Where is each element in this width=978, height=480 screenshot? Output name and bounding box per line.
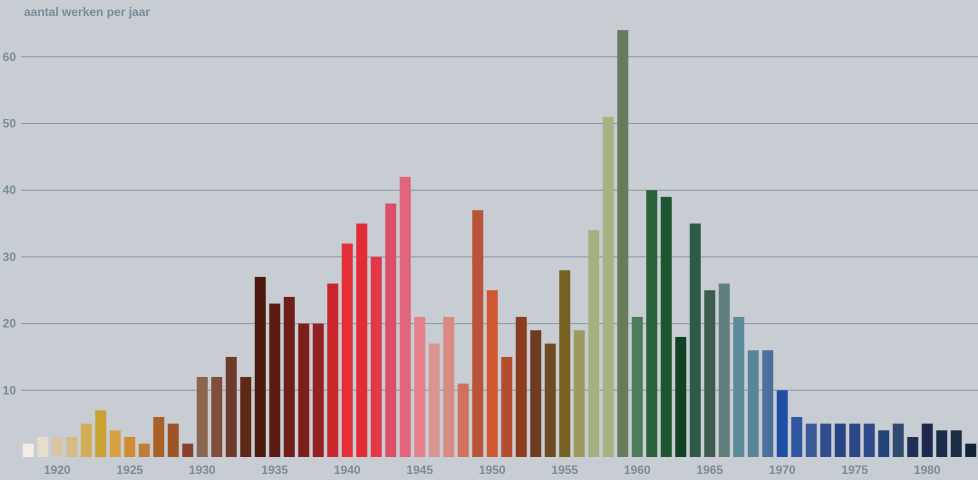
x-tick-label: 1940	[334, 463, 361, 477]
bar-1955	[559, 270, 571, 457]
x-tick-label: 1930	[189, 463, 216, 477]
x-tick-label: 1960	[624, 463, 651, 477]
x-tick-label: 1955	[551, 463, 578, 477]
bar-1939	[327, 283, 339, 457]
bars	[22, 30, 977, 458]
x-tick-label: 1925	[116, 463, 143, 477]
bar-1974	[834, 423, 846, 457]
bar-1949	[472, 210, 484, 457]
bar-1925	[124, 436, 136, 457]
bar-1937	[298, 323, 310, 457]
bar-1956	[573, 330, 585, 457]
bar-1965	[704, 290, 716, 457]
bar-1970	[776, 390, 788, 457]
bar-1933	[240, 376, 252, 457]
bar-1931	[211, 376, 223, 457]
bar-1934	[254, 276, 266, 457]
bar-1967	[733, 316, 745, 457]
y-tick-label: 30	[3, 250, 17, 264]
bar-1945	[414, 316, 426, 457]
bar-1928	[167, 423, 179, 457]
x-tick-label: 1935	[261, 463, 288, 477]
y-axis-ticks: 10 20 30 40 50 60	[3, 50, 17, 397]
bar-1959	[617, 30, 629, 458]
x-tick-label: 1950	[479, 463, 506, 477]
bar-1923	[95, 410, 107, 457]
bar-1952	[515, 316, 527, 457]
bar-1930	[196, 376, 208, 457]
x-tick-label: 1970	[769, 463, 796, 477]
x-tick-label: 1920	[44, 463, 71, 477]
bar-1963	[675, 336, 687, 457]
bar-1919	[37, 436, 49, 457]
y-tick-label: 50	[3, 117, 17, 131]
bar-1973	[820, 423, 832, 457]
bar-1968	[747, 350, 759, 457]
bar-1924	[109, 430, 121, 457]
bar-1936	[283, 296, 295, 457]
x-axis-ticks: 1920 1925 1930 1935 1940 1945 1950 1955 1960 1965…	[44, 463, 941, 477]
bar-1979	[907, 436, 919, 457]
bar-1921	[66, 436, 78, 457]
bar-1938	[312, 323, 324, 457]
bar-1946	[428, 343, 440, 457]
bar-1948	[457, 383, 469, 457]
y-tick-label: 60	[3, 50, 17, 64]
bar-1932	[225, 356, 237, 457]
y-tick-label: 10	[3, 383, 17, 397]
x-tick-label: 1965	[696, 463, 723, 477]
bar-1983	[965, 443, 977, 457]
bar-1969	[762, 350, 774, 457]
bar-1943	[385, 203, 397, 457]
bar-1971	[791, 416, 803, 457]
bar-1978	[892, 423, 904, 457]
bar-1944	[399, 176, 411, 458]
x-tick-label: 1980	[914, 463, 941, 477]
bar-1972	[805, 423, 817, 457]
bar-1961	[646, 190, 658, 457]
y-tick-label: 40	[3, 183, 17, 197]
bar-1918	[22, 443, 34, 457]
bar-1950	[486, 290, 498, 457]
bar-1926	[138, 443, 150, 457]
bar-1976	[863, 423, 875, 457]
bar-1962	[660, 196, 672, 457]
bar-1940	[341, 243, 353, 457]
x-tick-label: 1975	[841, 463, 868, 477]
x-tick-label: 1945	[406, 463, 433, 477]
bar-1941	[356, 223, 368, 457]
bar-1922	[80, 423, 92, 457]
y-tick-label: 20	[3, 317, 17, 331]
bar-1953	[530, 330, 542, 457]
bar-1964	[689, 223, 701, 457]
bar-1954	[544, 343, 556, 457]
bar-1942	[370, 256, 382, 457]
bar-1927	[153, 416, 165, 457]
bar-1966	[718, 283, 730, 457]
bar-1920	[51, 436, 63, 457]
bar-1929	[182, 443, 194, 457]
bar-1982	[950, 430, 962, 457]
bar-1975	[849, 423, 861, 457]
bar-1977	[878, 430, 890, 457]
bar-1957	[588, 230, 600, 457]
bar-1980	[921, 423, 933, 457]
gridlines	[21, 56, 978, 391]
bar-1960	[631, 316, 643, 457]
bar-1981	[936, 430, 948, 457]
bar-1958	[602, 116, 614, 457]
bar-1951	[501, 356, 513, 457]
bar-1947	[443, 316, 455, 457]
bar-1935	[269, 303, 281, 457]
y-axis-label: aantal werken per jaar	[24, 5, 150, 19]
